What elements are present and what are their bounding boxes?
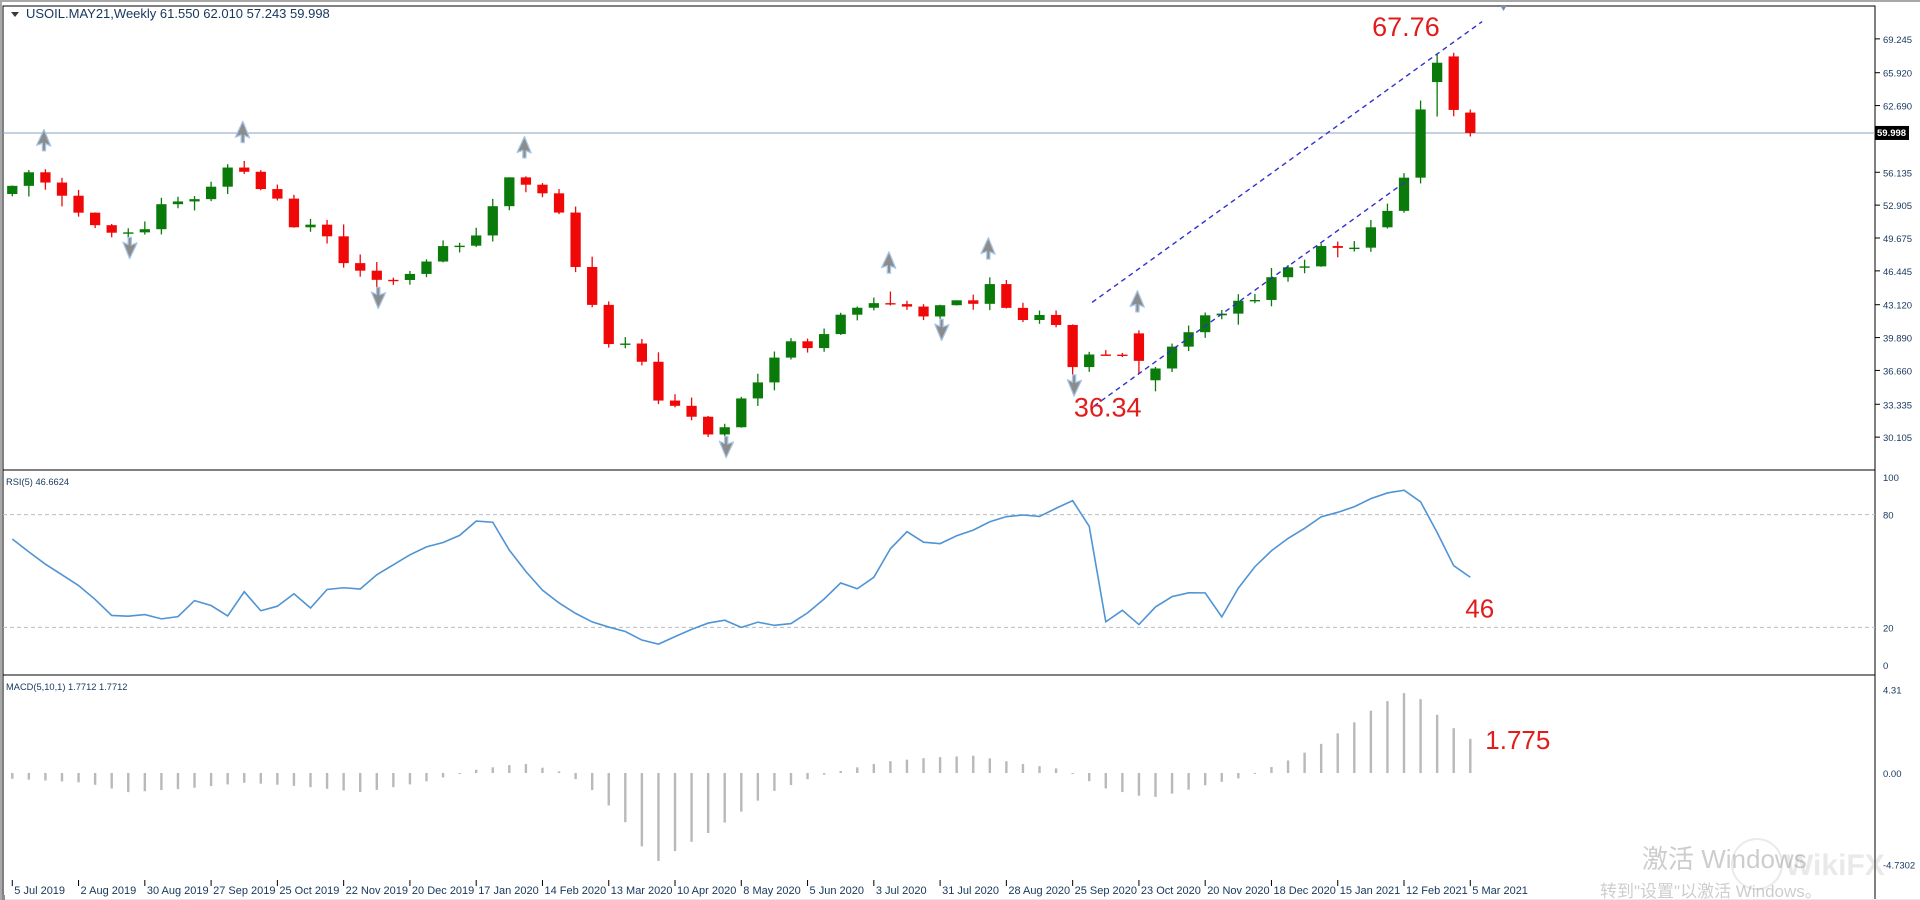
svg-text:MACD(5,10,1) 1.7712 1.7712: MACD(5,10,1) 1.7712 1.7712	[6, 682, 127, 692]
svg-text:转到"设置"以激活 Windows。: 转到"设置"以激活 Windows。	[1600, 882, 1822, 900]
svg-text:0: 0	[1883, 661, 1888, 672]
svg-text:25 Oct 2019: 25 Oct 2019	[279, 885, 339, 897]
svg-text:46: 46	[1465, 593, 1494, 623]
svg-text:36.660: 36.660	[1883, 366, 1912, 377]
svg-text:80: 80	[1883, 511, 1894, 522]
svg-text:65.920: 65.920	[1883, 69, 1912, 80]
svg-text:12 Feb 2021: 12 Feb 2021	[1406, 885, 1468, 897]
svg-text:18 Dec 2020: 18 Dec 2020	[1273, 885, 1335, 897]
svg-text:28 Aug 2020: 28 Aug 2020	[1008, 885, 1070, 897]
svg-text:15 Jan 2021: 15 Jan 2021	[1340, 885, 1401, 897]
svg-text:30.105: 30.105	[1883, 433, 1912, 444]
svg-text:31 Jul 2020: 31 Jul 2020	[942, 885, 999, 897]
svg-text:0.00: 0.00	[1883, 769, 1902, 780]
svg-text:22 Nov 2019: 22 Nov 2019	[346, 885, 408, 897]
svg-text:23 Oct 2020: 23 Oct 2020	[1141, 885, 1201, 897]
svg-text:25 Sep 2020: 25 Sep 2020	[1075, 885, 1137, 897]
svg-text:52.905: 52.905	[1883, 201, 1912, 212]
svg-text:33.335: 33.335	[1883, 400, 1912, 411]
svg-text:20 Nov 2020: 20 Nov 2020	[1207, 885, 1269, 897]
svg-text:56.135: 56.135	[1883, 168, 1912, 179]
svg-text:4.31: 4.31	[1883, 686, 1902, 697]
svg-text:USOIL.MAY21,Weekly 61.550 62: USOIL.MAY21,Weekly 61.550 62.010 57.243 …	[26, 6, 330, 21]
svg-text:100: 100	[1883, 473, 1899, 484]
svg-text:5 Jun 2020: 5 Jun 2020	[810, 885, 864, 897]
svg-text:WikiFX: WikiFX	[1785, 849, 1885, 882]
svg-text:RSI(5) 46.6624: RSI(5) 46.6624	[6, 477, 69, 487]
svg-text:69.245: 69.245	[1883, 35, 1912, 46]
svg-text:36.34: 36.34	[1074, 393, 1142, 423]
svg-text:-4.7302: -4.7302	[1883, 860, 1915, 871]
svg-text:10 Apr 2020: 10 Apr 2020	[677, 885, 736, 897]
svg-text:62.690: 62.690	[1883, 102, 1912, 113]
svg-text:13 Mar 2020: 13 Mar 2020	[611, 885, 673, 897]
svg-text:17 Jan 2020: 17 Jan 2020	[478, 885, 539, 897]
svg-text:2 Aug 2019: 2 Aug 2019	[81, 885, 137, 897]
svg-text:39.890: 39.890	[1883, 334, 1912, 345]
svg-text:1.775: 1.775	[1485, 725, 1550, 755]
svg-text:5 Jul 2019: 5 Jul 2019	[14, 885, 65, 897]
svg-text:30 Aug 2019: 30 Aug 2019	[147, 885, 209, 897]
svg-text:49.675: 49.675	[1883, 234, 1912, 245]
svg-text:59.998: 59.998	[1877, 128, 1906, 139]
svg-text:43.120: 43.120	[1883, 301, 1912, 312]
svg-text:20 Dec 2019: 20 Dec 2019	[412, 885, 474, 897]
svg-text:8 May 2020: 8 May 2020	[743, 885, 800, 897]
svg-text:27 Sep 2019: 27 Sep 2019	[213, 885, 275, 897]
svg-text:3 Jul 2020: 3 Jul 2020	[876, 885, 927, 897]
svg-text:14 Feb 2020: 14 Feb 2020	[544, 885, 606, 897]
svg-text:67.76: 67.76	[1372, 12, 1440, 42]
svg-text:46.445: 46.445	[1883, 267, 1912, 278]
svg-text:20: 20	[1883, 623, 1894, 634]
svg-text:5 Mar 2021: 5 Mar 2021	[1472, 885, 1528, 897]
